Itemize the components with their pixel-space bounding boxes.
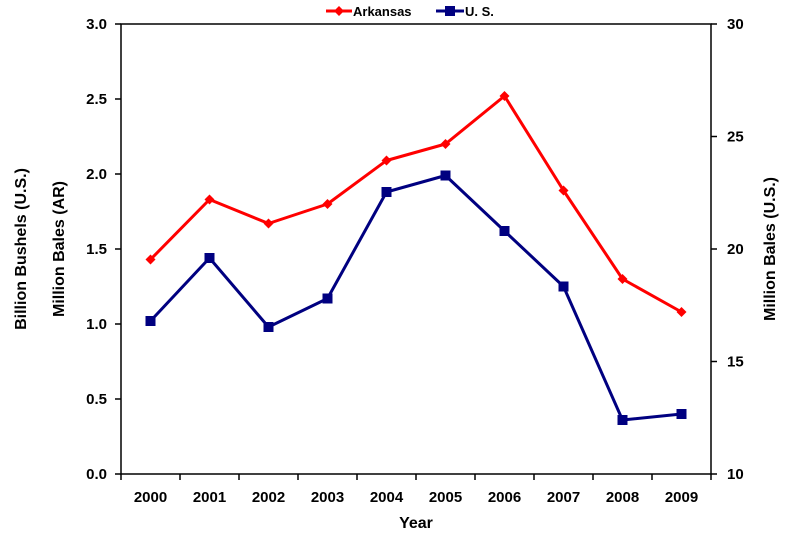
right-y-tick-label: 10 [727, 466, 744, 483]
x-tick-label: 2001 [193, 489, 226, 506]
x-tick-label: 2008 [606, 489, 639, 506]
right-y-tick-label: 30 [727, 16, 744, 33]
data-point-arkansas [676, 307, 687, 317]
legend-item-us: U. S. [436, 4, 494, 19]
y-axis-title-inner: Million Bales (AR) [51, 181, 68, 317]
left-y-tick-label: 0.0 [86, 466, 107, 483]
data-point-arkansas [145, 254, 156, 265]
data-point-u-s [145, 316, 156, 326]
data-point-u-s [322, 293, 333, 304]
data-point-u-s [617, 415, 628, 425]
data-point-u-s [263, 322, 274, 332]
left-y-tick-label: 3.0 [86, 16, 107, 33]
data-point-u-s [204, 253, 215, 263]
x-tick-label: 2002 [252, 489, 285, 506]
left-y-tick-label: 1.5 [86, 241, 107, 258]
x-tick-label: 2004 [370, 489, 404, 506]
series-line-u-s [149, 174, 682, 422]
left-y-tick-label: 2.0 [86, 166, 107, 183]
data-point-arkansas [322, 199, 333, 209]
x-axis-title: Year [399, 515, 433, 532]
right-y-tick-label: 15 [727, 354, 744, 371]
legend-label-us: U. S. [465, 4, 494, 19]
data-point-u-s [499, 226, 510, 236]
x-axis: 2000 2001 2002 2003 2004 2005 2006 2007 2008 2009 [120, 474, 712, 506]
x-tick-label: 2007 [547, 489, 580, 506]
data-point-arkansas [499, 91, 510, 101]
data-point-u-s [440, 170, 451, 181]
data-point-arkansas [204, 194, 215, 205]
left-y-tick-label: 1.0 [86, 316, 107, 333]
plot-area [120, 23, 712, 475]
data-point-u-s [676, 409, 687, 419]
x-tick-label: 2009 [665, 489, 698, 506]
series-line-arkansas [149, 94, 683, 314]
data-point-arkansas [558, 185, 569, 196]
legend: Arkansas U. S. [326, 4, 494, 19]
right-y-tick-label: 20 [727, 241, 744, 258]
x-tick-label: 2003 [311, 489, 344, 506]
legend-item-arkansas: Arkansas [326, 4, 412, 19]
left-y-tick-label: 0.5 [86, 391, 107, 408]
x-tick-label: 2000 [134, 489, 167, 506]
x-tick-label: 2005 [429, 489, 462, 506]
x-tick-label: 2006 [488, 489, 521, 506]
data-point-arkansas [440, 139, 451, 149]
right-y-axis: 10 15 20 25 30 [711, 16, 744, 483]
y-axis-title-outer: Billion Bushels (U.S.) [13, 168, 30, 330]
data-point-u-s [381, 187, 392, 197]
right-y-tick-label: 25 [727, 129, 744, 146]
data-point-u-s [558, 281, 569, 292]
data-point-arkansas [381, 155, 392, 166]
legend-label-arkansas: Arkansas [353, 4, 412, 19]
y-axis-title-right: Million Bales (U.S.) [762, 177, 779, 321]
data-point-arkansas [263, 218, 274, 229]
series-layer [145, 91, 687, 425]
left-y-tick-label: 2.5 [86, 91, 107, 108]
data-point-arkansas [617, 274, 628, 284]
left-y-axis: 0.0 0.5 1.0 1.5 2.0 2.5 3.0 [86, 16, 121, 483]
